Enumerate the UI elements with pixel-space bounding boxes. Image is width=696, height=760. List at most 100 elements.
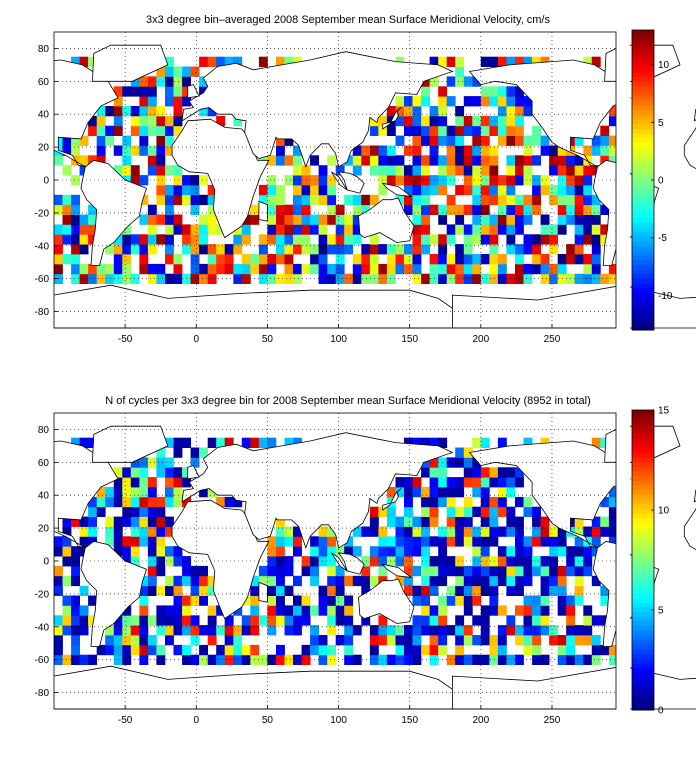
- bin-cell: [88, 155, 97, 166]
- bin-cell: [421, 437, 430, 448]
- coastline: [381, 182, 413, 197]
- bin-cell: [421, 615, 430, 626]
- bin-cell: [301, 565, 311, 577]
- coastline: [181, 432, 454, 549]
- bin-cell: [557, 644, 567, 656]
- bin-cell: [122, 263, 132, 275]
- bin-cell: [335, 263, 345, 275]
- coastline: [0, 284, 453, 329]
- bin-cell: [446, 135, 456, 146]
- bin-cell: [293, 526, 302, 537]
- bin-cell: [139, 625, 149, 636]
- bin-cell: [557, 526, 567, 537]
- bin-cell: [463, 145, 473, 156]
- bin-cell: [506, 194, 516, 206]
- bin-cell: [139, 516, 149, 527]
- colorbar-segment: [632, 72, 654, 78]
- colorbar-segment: [632, 81, 654, 87]
- bin-cell: [455, 263, 465, 275]
- bin-cell: [540, 605, 550, 616]
- bin-cell: [71, 224, 80, 235]
- bin-cell: [608, 506, 618, 517]
- bin-cell: [284, 654, 294, 665]
- bin-cell: [463, 625, 473, 636]
- bin-cell: [344, 625, 354, 636]
- bin-cell: [224, 625, 234, 636]
- bin-cell: [480, 536, 490, 547]
- bin-cell: [472, 575, 482, 587]
- bin-cell: [173, 487, 183, 498]
- bin-cell: [310, 565, 319, 577]
- bin-cell: [412, 254, 422, 265]
- bin-cell: [591, 263, 601, 275]
- bin-cell: [147, 575, 157, 587]
- bin-cell: [216, 115, 226, 127]
- bin-cell: [395, 263, 405, 275]
- bin-cell: [139, 644, 149, 656]
- bin-cell: [216, 644, 226, 656]
- bin-cell: [199, 447, 208, 458]
- bin-cell: [523, 565, 533, 577]
- bin-cell: [497, 506, 507, 517]
- bin-cell: [600, 234, 610, 245]
- bin-cell: [523, 644, 533, 656]
- bin-cell: [233, 234, 243, 245]
- bin-cell: [318, 644, 328, 656]
- bin-cell: [335, 273, 345, 284]
- bin-cell: [386, 625, 396, 636]
- bin-cell: [583, 565, 593, 577]
- bin-cell: [71, 654, 80, 665]
- bin-cell: [224, 56, 234, 67]
- bin-cell: [591, 273, 601, 284]
- bin-cell: [515, 654, 524, 665]
- bin-cell: [540, 585, 550, 596]
- bin-cell: [79, 625, 89, 636]
- bin-cell: [284, 234, 294, 245]
- bin-cell: [122, 467, 132, 478]
- bin-cell: [139, 477, 149, 488]
- bin-cell: [62, 135, 72, 146]
- colorbar-segment: [632, 269, 654, 275]
- bin-cell: [147, 506, 157, 517]
- colorbar-segment: [632, 306, 654, 312]
- bin-cell: [165, 66, 174, 77]
- bin-cell: [497, 565, 507, 577]
- bin-cell: [472, 125, 482, 136]
- bin-cell: [105, 635, 115, 646]
- bin-cell: [438, 644, 448, 656]
- bin-cell: [421, 125, 430, 136]
- bin-cell: [472, 263, 482, 275]
- bin-cell: [173, 595, 183, 606]
- bin-cell: [344, 615, 354, 626]
- bin-cell: [566, 155, 576, 166]
- bin-cell: [608, 145, 618, 156]
- colorbar-segment: [632, 447, 654, 453]
- bin-cell: [523, 155, 533, 166]
- bin-cell: [156, 76, 166, 87]
- bin-cell: [404, 516, 413, 527]
- bin-cell: [284, 214, 294, 225]
- bin-cell: [327, 526, 337, 537]
- colorbar-segment: [632, 592, 654, 598]
- bin-cell: [608, 516, 618, 527]
- bin-cell: [284, 625, 294, 636]
- bin-cell: [62, 536, 72, 547]
- bin-cell: [506, 487, 516, 498]
- bin-cell: [267, 437, 277, 448]
- bin-cell: [96, 135, 106, 146]
- colorbar-segment: [632, 705, 654, 711]
- bin-cell: [122, 86, 132, 97]
- bin-cell: [480, 546, 490, 557]
- bin-cell: [386, 244, 396, 255]
- bin-cell: [404, 575, 413, 587]
- bin-cell: [566, 635, 576, 646]
- colorbar-segment: [632, 625, 654, 631]
- x-tick-label: -50: [118, 715, 133, 726]
- bin-cell: [523, 615, 533, 626]
- bin-cell: [173, 575, 183, 587]
- bin-cell: [182, 615, 191, 626]
- bin-cell: [497, 115, 507, 127]
- bin-cell: [207, 605, 217, 616]
- bin-cell: [88, 526, 97, 537]
- x-tick-label: 150: [401, 715, 418, 726]
